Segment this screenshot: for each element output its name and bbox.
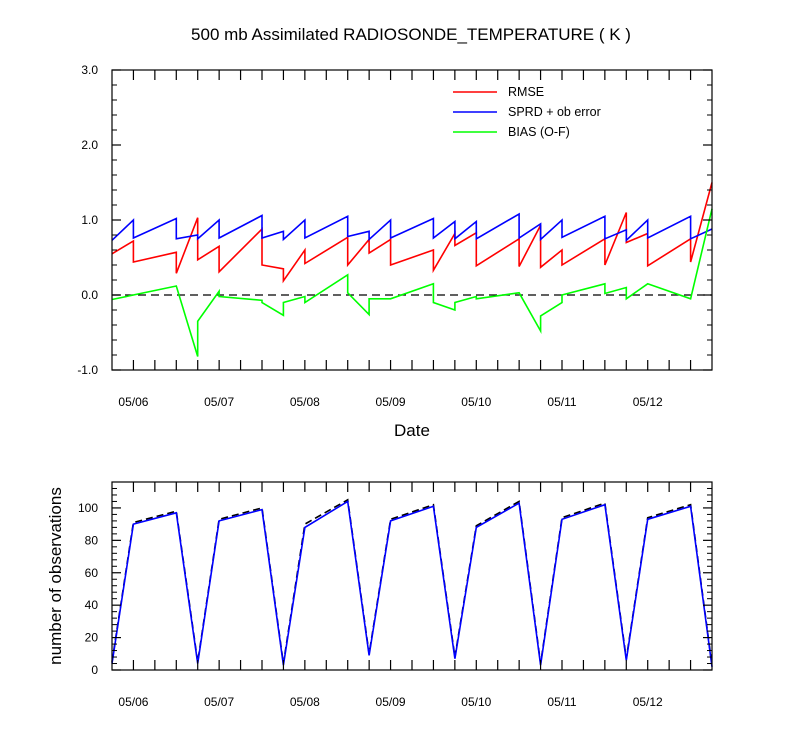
top-panel-frame xyxy=(111,69,713,371)
top-y-tick-label: 3.0 xyxy=(81,63,98,77)
top-x-tick-label: 05/06 xyxy=(118,395,148,409)
top-x-tick-label: 05/09 xyxy=(376,395,406,409)
bottom-y-tick-label: 40 xyxy=(85,598,99,612)
top-x-axis-label: Date xyxy=(394,421,430,440)
bottom-x-tick-label: 05/11 xyxy=(547,695,576,709)
top-x-tick-label: 05/10 xyxy=(461,395,491,409)
bottom-panel-marks xyxy=(111,498,713,667)
top-y-tick-label: 0.0 xyxy=(81,288,98,302)
top-x-tick-label: 05/08 xyxy=(290,395,320,409)
bottom-x-tick-label: 05/12 xyxy=(633,695,663,709)
bottom-y-tick-label: 20 xyxy=(85,631,99,645)
bottom-x-tick-label: 05/06 xyxy=(118,695,148,709)
series-line-bias-o-f xyxy=(111,208,713,357)
bottom-panel-axes: 0 20 40 60 80 100 05/06 05/07 05/08 05/09 05/10 05/… xyxy=(78,481,712,709)
legend: RMSE SPRD + ob error BIAS (O-F) xyxy=(453,85,601,139)
bottom-series-line-1 xyxy=(111,500,713,667)
legend-label-rmse: RMSE xyxy=(508,85,544,99)
bottom-x-tick-label: 05/08 xyxy=(290,695,320,709)
bottom-x-tick-label: 05/10 xyxy=(461,695,491,709)
bottom-series-line-0 xyxy=(111,498,713,666)
bottom-x-tick-label: 05/07 xyxy=(204,695,234,709)
bottom-panel-frame xyxy=(111,481,713,671)
top-x-tick-label: 05/07 xyxy=(204,395,234,409)
bottom-y-tick-label: 100 xyxy=(78,501,98,515)
top-panel-marks xyxy=(111,182,713,357)
top-x-tick-label: 05/12 xyxy=(633,395,663,409)
top-panel-plot: -1.0 0.0 1.0 2.0 3.0 05/06 05/07 05/08 05/09 05/1… xyxy=(77,63,713,440)
chart-title: 500 mb Assimilated RADIOSONDE_TEMPERATUR… xyxy=(191,25,631,44)
top-y-tick-label: 2.0 xyxy=(81,138,98,152)
top-y-tick-label: 1.0 xyxy=(81,213,98,227)
series-line-sprd-ob-error xyxy=(111,212,713,243)
bottom-y-tick-label: 80 xyxy=(85,533,99,547)
legend-label-bias: BIAS (O-F) xyxy=(508,125,570,139)
bottom-y-axis-label: number of observations xyxy=(46,487,65,665)
top-panel-axes: -1.0 0.0 1.0 2.0 3.0 05/06 05/07 05/08 05/09 05/1… xyxy=(77,63,712,409)
series-line-rmse xyxy=(111,182,713,284)
top-x-tick-label: 05/11 xyxy=(547,395,576,409)
bottom-x-tick-label: 05/09 xyxy=(376,695,406,709)
legend-label-sprd: SPRD + ob error xyxy=(508,105,601,119)
bottom-y-tick-label: 0 xyxy=(91,663,98,677)
top-y-tick-label: -1.0 xyxy=(77,363,98,377)
bottom-y-tick-label: 60 xyxy=(85,566,99,580)
bottom-panel-plot: 0 20 40 60 80 100 05/06 05/07 05/08 05/09 05/10 05/… xyxy=(46,481,713,709)
